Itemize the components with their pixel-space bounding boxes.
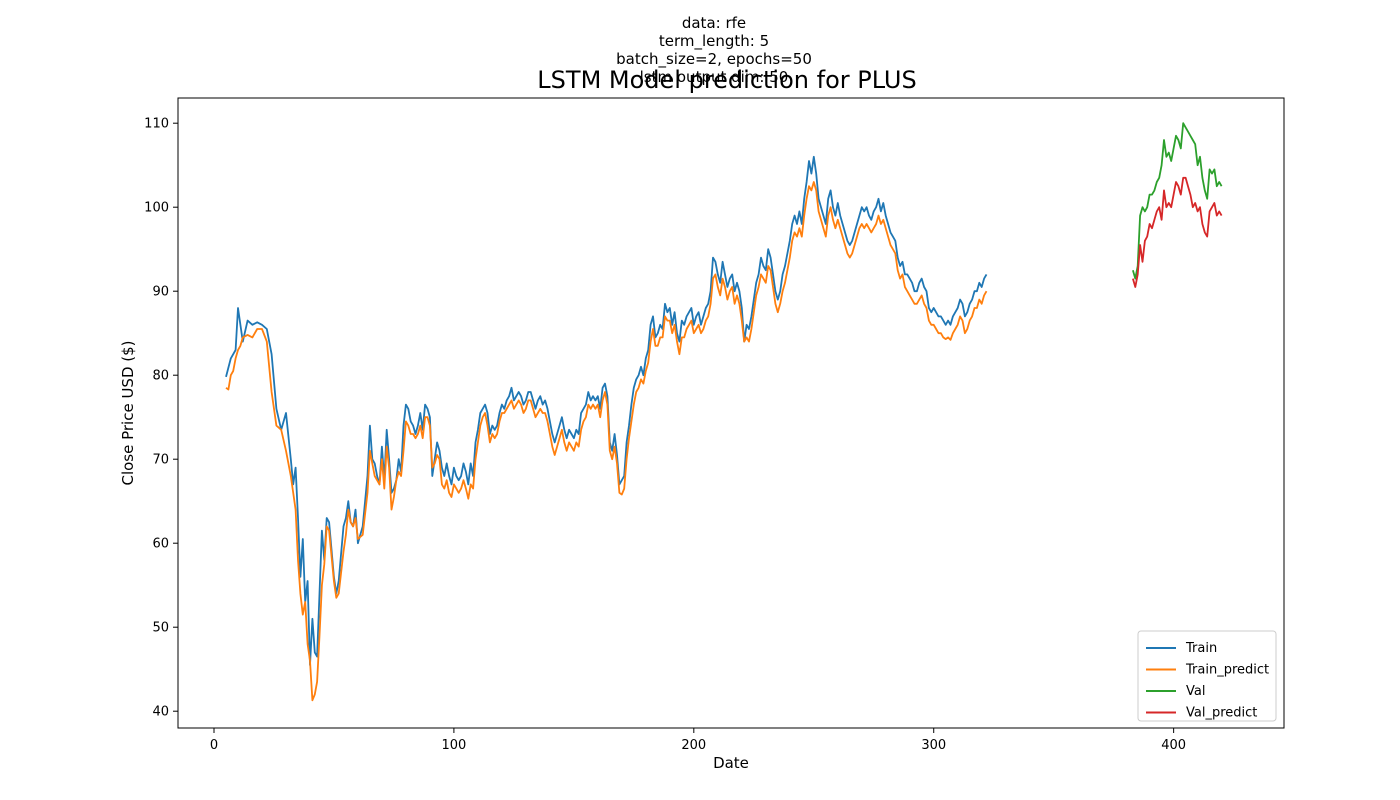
legend-box — [1137, 630, 1277, 722]
series-line-val — [1132, 122, 1223, 280]
y-tick-label: 40 — [152, 705, 169, 720]
legend-label: Val_predict — [1186, 706, 1257, 721]
x-axis-label: Date — [713, 754, 749, 772]
legend-label: Train_predict — [1185, 663, 1269, 678]
x-tick-label: 0 — [210, 738, 218, 753]
y-tick-label: 110 — [144, 117, 169, 132]
y-axis: 40 50 60 70 80 90 100 110 — [144, 117, 178, 720]
x-tick-label: 300 — [921, 738, 946, 753]
x-tick-label: 100 — [441, 738, 466, 753]
suptitle-line-3: batch_size=2, epochs=50 — [616, 50, 812, 69]
suptitle-line-2: term_length: 5 — [659, 32, 769, 51]
y-tick-label: 80 — [152, 369, 169, 384]
series-line-train — [225, 155, 988, 666]
y-tick-label: 70 — [152, 453, 169, 468]
axes-frame — [177, 97, 1285, 729]
series-line-train-predict — [225, 181, 988, 702]
suptitle-line-1: data: rfe — [682, 14, 746, 32]
legend: Train Train_predict Val Val_predict — [1137, 630, 1277, 722]
chart-title: LSTM Model prediction for PLUS — [537, 66, 916, 94]
y-tick-label: 50 — [152, 621, 169, 636]
plot-area — [177, 97, 1285, 729]
x-tick-label: 200 — [681, 738, 706, 753]
y-tick-label: 60 — [152, 537, 169, 552]
y-axis-label: Close Price USD ($) — [119, 340, 137, 485]
series-line-val-predict — [1132, 176, 1223, 288]
series-layer — [225, 122, 1223, 702]
suptitle: data: rfe term_length: 5 batch_size=2, e… — [616, 14, 812, 86]
x-axis: 0 100 200 300 400 — [210, 728, 1186, 753]
x-tick-label: 400 — [1161, 738, 1186, 753]
y-tick-label: 90 — [152, 285, 169, 300]
legend-label: Train — [1185, 641, 1217, 656]
suptitle-line-4: lstm output dim: 50 — [640, 68, 789, 86]
legend-label: Val — [1186, 684, 1205, 699]
legend-items: Train Train_predict Val Val_predict — [1146, 641, 1269, 721]
y-tick-label: 100 — [144, 201, 169, 216]
